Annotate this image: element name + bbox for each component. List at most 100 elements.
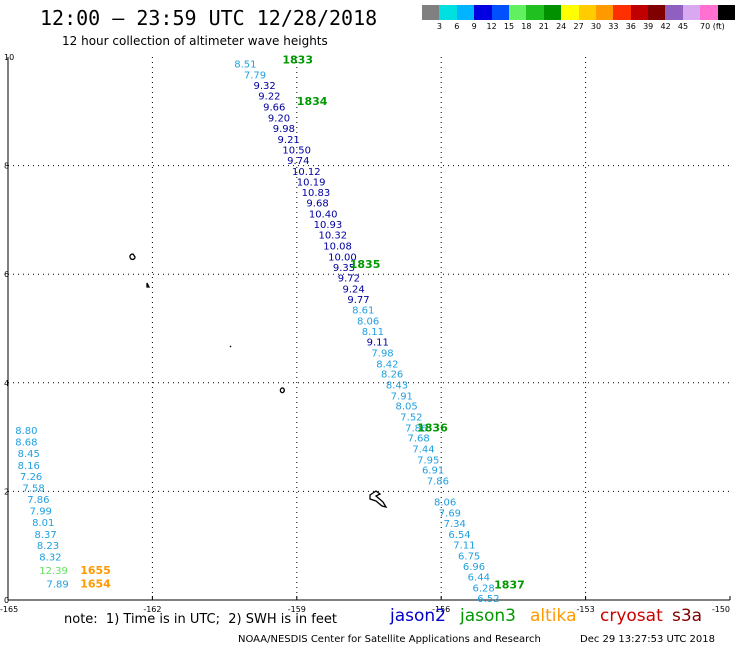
grid-lines (8, 57, 730, 600)
time-label: 1654 (80, 578, 111, 591)
color-scale-label: 36 (625, 22, 636, 31)
wave-height-label: 8.16 (18, 461, 40, 472)
time-label: 1834 (297, 95, 328, 108)
wave-height-label: 7.44 (412, 445, 434, 456)
wave-height-label: 10.50 (282, 145, 311, 156)
wave-height-label: 8.32 (39, 553, 61, 564)
color-scale-label: 27 (573, 22, 584, 31)
y-tick-label: 2 (4, 487, 9, 496)
color-scale-label: 39 (643, 22, 654, 31)
color-swatch (491, 5, 509, 20)
color-swatch (561, 5, 579, 20)
color-swatch (613, 5, 631, 20)
x-tick-label: -150 (712, 605, 730, 614)
wave-height-label: 7.98 (371, 348, 393, 359)
wave-height-label: 7.86 (27, 495, 49, 506)
color-swatch (648, 5, 666, 20)
x-tick-label: -153 (577, 605, 595, 614)
color-scale-labels: 3 6 9 12 15 18 21 24 27 30 33 36 39 42 45 70 (ft) (422, 22, 740, 34)
wave-height-label: 6.91 (422, 466, 444, 477)
wave-height-label: 8.68 (15, 437, 37, 448)
tick-labels: -165 -162 -159 -156 -153 -150 0 2 4 6 8 10 (0, 53, 730, 614)
wave-height-label: 9.72 (338, 273, 360, 284)
axis-frame (7, 57, 731, 601)
y-tick-label: 0 (4, 596, 9, 605)
wave-height-label: 9.66 (263, 102, 285, 113)
wave-height-label: 6.44 (468, 573, 490, 584)
wave-height-label: 8.51 (234, 60, 256, 71)
chart-title: 12:00 – 23:59 UTC 12/28/2018 (40, 6, 378, 30)
color-scale-bar (422, 5, 736, 20)
wave-height-label: 6.28 (472, 584, 494, 595)
wave-height-label: 12.39 (39, 566, 68, 577)
color-scale-label: 3 (436, 22, 442, 31)
wave-height-label: 9.22 (258, 92, 280, 103)
chart-subtitle: 12 hour collection of altimeter wave hei… (62, 34, 328, 48)
wave-height-label: 7.86 (405, 423, 427, 434)
wave-height-label: 6.96 (463, 562, 485, 573)
wave-height-label: 6.75 (458, 551, 480, 562)
time-label: 1837 (494, 578, 525, 591)
wave-height-label: 10.40 (309, 209, 338, 220)
color-scale-label: 45 (677, 22, 689, 31)
wave-height-label: 8.11 (362, 327, 384, 338)
satellite-cryosat: cryosat (600, 606, 663, 626)
color-scale-label: 6 (454, 22, 460, 31)
wave-height-label: 6.54 (448, 530, 470, 541)
wave-height-label: 7.68 (408, 434, 430, 445)
time-label: 1833 (282, 54, 313, 67)
color-swatch (439, 5, 457, 20)
wave-height-label: 7.34 (444, 519, 466, 530)
wave-height-label: 7.91 (391, 391, 413, 402)
wave-height-label: 7.52 (400, 412, 422, 423)
wave-height-label: 7.26 (20, 472, 42, 483)
wave-height-label: 10.83 (302, 188, 331, 199)
wave-height-label: 7.99 (30, 506, 52, 517)
island-outlines (129, 253, 388, 509)
wave-height-label: 10.93 (314, 220, 343, 231)
wave-height-label: 7.95 (417, 455, 439, 466)
x-tick-label: -162 (143, 605, 161, 614)
wave-height-label: 7.86 (427, 477, 449, 488)
color-swatch (717, 5, 736, 20)
data-labels: 8.517.799.329.229.669.209.989.2110.509.7… (15, 54, 525, 605)
color-swatch (700, 5, 718, 20)
credit-text: NOAA/NESDIS Center for Satellite Applica… (238, 634, 541, 645)
wave-height-label: 9.77 (347, 295, 369, 306)
wave-height-label: 8.26 (381, 370, 403, 381)
wave-height-label: 10.19 (297, 177, 326, 188)
color-swatch (508, 5, 527, 20)
island-outline (146, 282, 151, 288)
island-outline (229, 345, 232, 348)
color-swatch (456, 5, 475, 20)
wave-height-label: 8.01 (32, 518, 54, 529)
color-swatch (578, 5, 596, 20)
wave-height-label: 7.11 (453, 541, 475, 552)
color-swatch (630, 5, 649, 20)
wave-height-label: 7.69 (439, 509, 461, 520)
wave-height-label: 8.05 (395, 402, 417, 413)
wave-height-label: 8.45 (18, 449, 40, 460)
color-swatch (682, 5, 701, 20)
wave-height-label: 8.61 (352, 305, 374, 316)
island-outline (279, 387, 285, 394)
wave-height-label: 9.32 (253, 81, 275, 92)
color-swatch (543, 5, 562, 20)
color-scale-label: 9 (471, 22, 477, 31)
time-label: 1835 (350, 258, 381, 271)
wave-height-label: 10.00 (328, 252, 357, 263)
wave-height-label: 9.24 (343, 284, 365, 295)
y-tick-label: 4 (4, 379, 9, 388)
wave-height-label: 10.08 (323, 241, 352, 252)
wave-height-label: 9.21 (278, 135, 300, 146)
time-label: 1655 (80, 564, 111, 577)
wave-height-label: 8.42 (376, 359, 398, 370)
satellite-jason2: jason2 (390, 606, 446, 626)
wave-height-label: 10.32 (318, 231, 347, 242)
color-swatch (422, 5, 440, 20)
color-scale-label: 42 (660, 22, 671, 31)
time-label: 1836 (417, 421, 448, 434)
satellite-altika: altika (530, 606, 577, 626)
wave-height-label: 8.06 (434, 498, 456, 509)
